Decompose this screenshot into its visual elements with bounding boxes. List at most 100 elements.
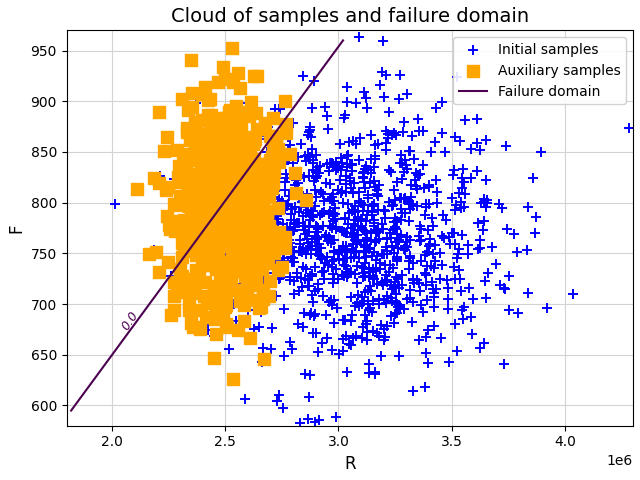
Initial samples [358,241,369,249]
Initial samples [391,290,401,298]
Auxiliary samples [205,240,215,247]
Initial samples [328,213,338,220]
Initial samples [307,238,317,246]
Initial samples [255,132,265,140]
Initial samples [422,262,432,269]
Initial samples [267,177,277,184]
Initial samples [326,193,337,201]
Auxiliary samples [224,143,234,151]
Initial samples [196,187,207,194]
Initial samples [211,241,221,249]
Auxiliary samples [205,118,216,126]
Initial samples [198,129,208,136]
Auxiliary samples [244,156,255,164]
Auxiliary samples [220,303,230,311]
Initial samples [421,200,431,208]
Auxiliary samples [205,163,215,171]
Initial samples [235,243,245,251]
Auxiliary samples [198,210,208,218]
Initial samples [364,245,374,253]
Auxiliary samples [204,180,214,187]
Auxiliary samples [168,222,178,230]
Auxiliary samples [264,292,274,300]
Initial samples [321,179,332,186]
Initial samples [346,245,356,253]
Initial samples [385,235,396,242]
Initial samples [362,238,372,245]
Initial samples [285,239,296,246]
Initial samples [400,156,410,164]
Auxiliary samples [212,236,222,243]
Initial samples [243,306,253,314]
Initial samples [397,282,408,289]
Auxiliary samples [189,118,200,126]
Initial samples [222,204,232,212]
Auxiliary samples [254,179,264,187]
Initial samples [459,203,469,211]
Auxiliary samples [210,186,220,193]
Initial samples [274,105,284,113]
Initial samples [275,258,285,265]
Auxiliary samples [191,251,201,258]
Auxiliary samples [203,111,213,119]
Initial samples [408,259,418,266]
Auxiliary samples [216,173,226,181]
Auxiliary samples [249,210,259,217]
Initial samples [310,175,321,182]
Initial samples [428,250,438,257]
Auxiliary samples [241,151,251,159]
Initial samples [420,272,431,279]
Auxiliary samples [246,138,257,145]
Initial samples [408,276,418,284]
Initial samples [284,236,294,244]
Initial samples [307,270,317,277]
Initial samples [344,340,354,348]
Initial samples [312,228,323,235]
Auxiliary samples [260,176,271,184]
Initial samples [304,172,314,180]
Initial samples [423,326,433,334]
Auxiliary samples [213,124,223,132]
Initial samples [624,124,634,132]
Initial samples [208,259,218,266]
Auxiliary samples [205,234,216,242]
Initial samples [457,174,467,181]
Initial samples [376,321,386,329]
Initial samples [399,196,409,204]
Initial samples [317,209,327,217]
Initial samples [437,232,447,240]
Initial samples [298,310,308,317]
Initial samples [394,236,404,244]
Initial samples [338,335,348,343]
Initial samples [465,175,476,182]
Auxiliary samples [211,224,221,231]
Auxiliary samples [227,144,237,152]
Auxiliary samples [222,171,232,179]
Auxiliary samples [188,208,198,216]
Auxiliary samples [228,194,239,202]
Initial samples [363,194,373,202]
Auxiliary samples [237,242,248,250]
Auxiliary samples [254,304,264,312]
Auxiliary samples [223,176,234,184]
Auxiliary samples [214,154,224,162]
Initial samples [310,418,320,426]
Initial samples [392,230,402,238]
Initial samples [244,197,255,205]
Auxiliary samples [222,136,232,144]
Initial samples [386,281,396,289]
Auxiliary samples [209,182,220,190]
Auxiliary samples [233,267,243,275]
Initial samples [329,236,339,243]
Initial samples [362,328,372,336]
Initial samples [249,108,259,115]
Auxiliary samples [220,126,230,133]
Initial samples [362,212,372,219]
Initial samples [250,209,260,217]
Auxiliary samples [220,174,230,181]
Initial samples [347,161,357,169]
Initial samples [374,300,384,307]
Auxiliary samples [229,223,239,231]
Initial samples [401,233,412,241]
Initial samples [324,210,334,217]
